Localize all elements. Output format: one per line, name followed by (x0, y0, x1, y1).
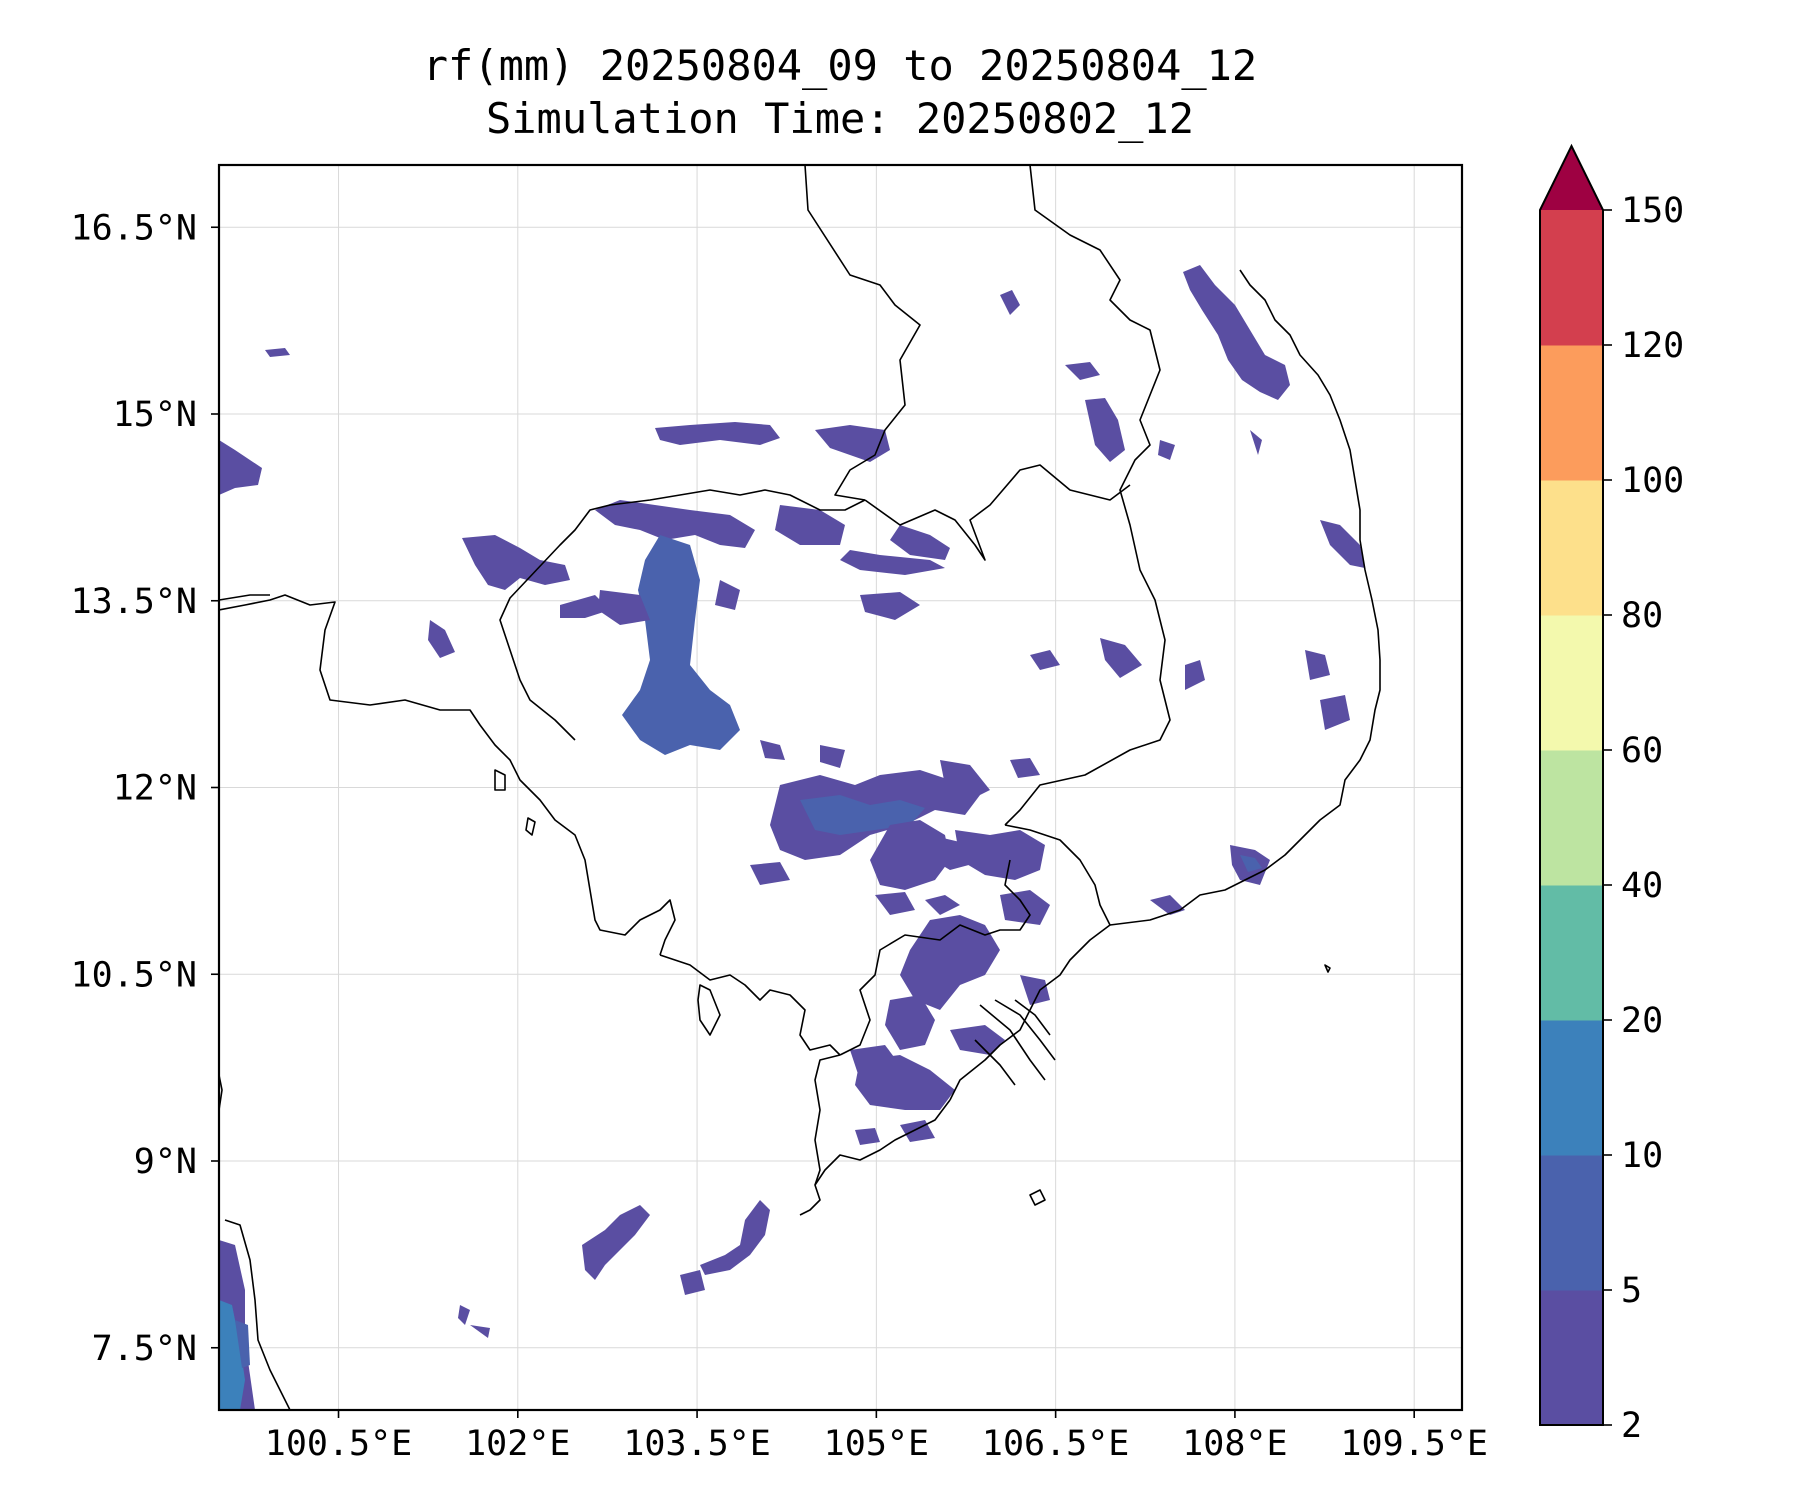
rain-patch (595, 500, 755, 548)
rain-patch (1000, 290, 1020, 315)
rain-patch (458, 1305, 470, 1325)
rain-patch (680, 1270, 705, 1295)
rain-patch (1150, 895, 1185, 915)
colorbar-tick-label: 20 (1621, 1001, 1663, 1041)
rain-patch (750, 862, 790, 885)
colorbar-tick-label: 120 (1621, 326, 1684, 366)
colorbar-segment (1540, 1290, 1603, 1426)
rain-patch (1305, 650, 1330, 680)
rain-patch (950, 1025, 1005, 1055)
rain-patch (622, 535, 740, 755)
rain-patch (700, 1200, 770, 1275)
lon-tick-label: 102°E (465, 1424, 570, 1464)
colorbar-segment (1540, 210, 1603, 346)
lat-tick-label: 10.5°N (71, 955, 197, 995)
colorbar-segment (1540, 885, 1603, 1021)
axis-ticks (211, 226, 1415, 1418)
rain-patch (1183, 265, 1290, 400)
colorbar: 2 5 10 20 40 60 80 100 120 150 (1539, 143, 1684, 1446)
rain-patch (870, 820, 950, 890)
rain-patch (815, 425, 890, 462)
colorbar-segment (1540, 1155, 1603, 1291)
colorbar-segment (1540, 480, 1603, 616)
rain-patch (1250, 430, 1262, 455)
lat-tick-label: 9°N (134, 1142, 197, 1182)
lat-tick-label: 7.5°N (92, 1329, 197, 1369)
rain-patch (940, 760, 990, 800)
colorbar-segment (1540, 750, 1603, 886)
rain-patch (1020, 975, 1050, 1005)
rain-patch (1010, 758, 1040, 778)
lon-tick-label: 105°E (824, 1424, 929, 1464)
rain-patch (428, 620, 455, 658)
rainfall-field (219, 265, 1365, 1410)
rain-patch (1320, 520, 1365, 568)
map-panel (211, 163, 1464, 1418)
title-line-2: Simulation Time: 20250802_12 (486, 94, 1194, 143)
coastlines-borders (219, 165, 1381, 1410)
latitude-tick-labels: 16.5°N 15°N 13.5°N 12°N 10.5°N 9°N 7.5°N (71, 208, 197, 1369)
colorbar-tick-label: 5 (1621, 1271, 1642, 1311)
lat-tick-label: 12°N (113, 769, 197, 809)
colorbar-extend-triangle (1540, 146, 1603, 210)
colorbar-segment (1540, 615, 1603, 751)
rain-patch (470, 1325, 490, 1338)
colorbar-tick-label: 60 (1621, 731, 1663, 771)
rain-patch (1240, 855, 1262, 872)
colorbar-tick-label: 100 (1621, 461, 1684, 501)
rain-patch (855, 1128, 880, 1145)
rain-patch (1320, 695, 1350, 730)
rain-patch (560, 595, 610, 618)
rain-patch (655, 422, 780, 445)
rain-patch (1158, 440, 1175, 460)
colorbar-tick-label: 40 (1621, 866, 1663, 906)
rain-patch (890, 525, 950, 560)
rain-patch (760, 740, 785, 760)
rain-patch (1085, 398, 1125, 462)
rain-patch (925, 895, 960, 915)
rain-patch (955, 830, 1045, 880)
lat-tick-label: 13.5°N (71, 582, 197, 622)
lon-tick-label: 108°E (1182, 1424, 1287, 1464)
rain-patch (820, 745, 845, 768)
colorbar-tick-label: 150 (1621, 191, 1684, 231)
rain-patch (265, 348, 290, 357)
title-line-1: rf(mm) 20250804_09 to 20250804_12 (423, 41, 1257, 90)
rain-patch (1185, 660, 1205, 690)
lon-tick-label: 109.5°E (1340, 1424, 1488, 1464)
rain-patch (235, 1320, 250, 1368)
rain-patch (900, 915, 1000, 1010)
rain-patch (885, 995, 935, 1050)
longitude-tick-labels: 100.5°E 102°E 103.5°E 105°E 106.5°E 108°E 109.… (265, 1424, 1488, 1464)
lon-tick-label: 100.5°E (265, 1424, 413, 1464)
colorbar-tick-label: 2 (1621, 1406, 1642, 1446)
map-frame (217, 163, 1464, 1412)
rain-patch (1030, 650, 1060, 670)
colorbar-segment (1540, 1020, 1603, 1156)
rain-patch (840, 550, 945, 575)
lat-tick-label: 16.5°N (71, 208, 197, 248)
lon-tick-label: 106.5°E (982, 1424, 1130, 1464)
rain-patch (855, 1055, 955, 1110)
rain-patch (715, 580, 740, 610)
rain-patch (219, 440, 262, 495)
rain-patch (860, 592, 920, 620)
colorbar-tick-label: 80 (1621, 596, 1663, 636)
rain-patch (1100, 638, 1142, 678)
colorbar-segment (1540, 345, 1603, 481)
rain-patch (462, 535, 570, 590)
rain-patch (1065, 362, 1100, 380)
rain-patch (219, 1300, 245, 1410)
rain-patch (582, 1205, 650, 1280)
lat-tick-label: 15°N (113, 395, 197, 435)
rain-patch (900, 1120, 935, 1142)
lon-tick-label: 103.5°E (623, 1424, 771, 1464)
rain-patch (598, 590, 650, 625)
rain-patch (775, 505, 845, 545)
rain-patch (875, 892, 915, 915)
colorbar-outline (1539, 143, 1604, 1426)
colorbar-tick-label: 10 (1621, 1136, 1663, 1176)
